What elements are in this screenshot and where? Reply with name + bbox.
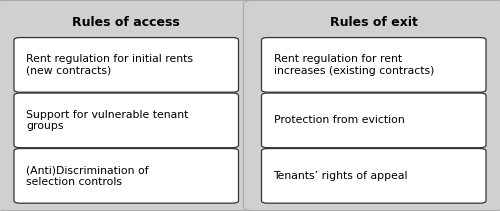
FancyBboxPatch shape bbox=[14, 38, 238, 92]
FancyBboxPatch shape bbox=[244, 0, 500, 211]
Text: Tenants’ rights of appeal: Tenants’ rights of appeal bbox=[274, 171, 408, 181]
Text: Rent regulation for rent
increases (existing contracts): Rent regulation for rent increases (exis… bbox=[274, 54, 434, 76]
FancyBboxPatch shape bbox=[14, 93, 238, 148]
FancyBboxPatch shape bbox=[0, 0, 256, 211]
Text: Support for vulnerable tenant
groups: Support for vulnerable tenant groups bbox=[26, 110, 188, 131]
Text: Rent regulation for initial rents
(new contracts): Rent regulation for initial rents (new c… bbox=[26, 54, 193, 76]
Text: Protection from eviction: Protection from eviction bbox=[274, 115, 404, 125]
Text: Rules of access: Rules of access bbox=[72, 16, 180, 29]
FancyBboxPatch shape bbox=[262, 93, 486, 148]
FancyBboxPatch shape bbox=[14, 149, 238, 203]
Text: Rules of exit: Rules of exit bbox=[330, 16, 418, 29]
Text: (Anti)Discrimination of
selection controls: (Anti)Discrimination of selection contro… bbox=[26, 165, 148, 187]
FancyBboxPatch shape bbox=[262, 149, 486, 203]
FancyBboxPatch shape bbox=[262, 38, 486, 92]
